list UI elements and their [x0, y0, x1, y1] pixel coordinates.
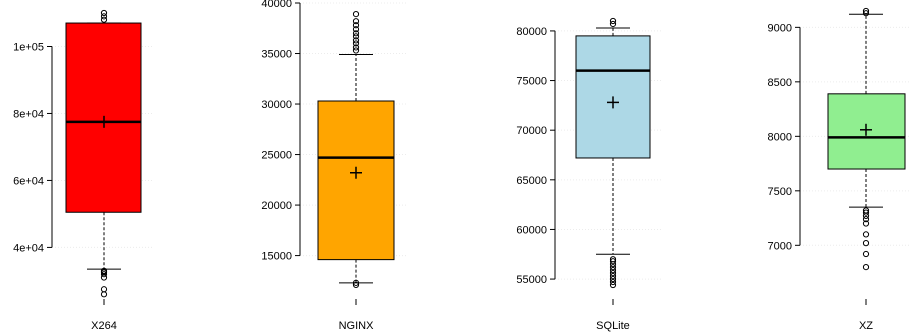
- outlier-point: [100, 9, 108, 17]
- outlier-point: [609, 256, 617, 263]
- outlier-point: [609, 275, 617, 283]
- outlier-point: [862, 10, 870, 17]
- x-category-label: NGINX: [339, 320, 375, 332]
- x-category-label: SQLite: [596, 320, 630, 332]
- y-tick-label: 8500: [768, 77, 792, 89]
- outlier-point: [352, 281, 360, 288]
- y-tick-label: 25000: [261, 150, 292, 162]
- outlier-point: [352, 26, 360, 33]
- y-tick-label: 55000: [516, 274, 547, 286]
- outlier-point: [352, 44, 360, 51]
- outlier-point: [352, 40, 360, 47]
- outlier-point: [100, 286, 108, 293]
- outlier-point: [609, 258, 617, 265]
- outlier-point: [352, 30, 360, 37]
- y-tick-label: 70000: [516, 125, 547, 137]
- outlier-point: [862, 207, 870, 214]
- y-tick-label: 4e+04: [13, 242, 44, 254]
- outlier-point: [609, 17, 617, 25]
- y-tick-label: 20000: [261, 200, 292, 212]
- outlier-point: [100, 16, 108, 23]
- outlier-point: [862, 240, 870, 247]
- outlier-point: [100, 291, 108, 298]
- iqr-box: [317, 100, 395, 261]
- outlier-point: [352, 11, 360, 18]
- y-tick-label: 7500: [768, 186, 792, 198]
- x-category-label: X264: [91, 320, 117, 332]
- y-tick-label: 80000: [516, 26, 547, 38]
- outlier-point: [862, 231, 870, 238]
- y-tick-label: 15000: [261, 251, 292, 263]
- outlier-point: [100, 13, 108, 20]
- y-tick-label: 35000: [261, 49, 292, 61]
- boxplot-panel-xz: 7000 7500 8000 8500 9000 XZ: [768, 7, 910, 332]
- outlier-point: [862, 216, 870, 223]
- y-tick-label: 8e+04: [13, 108, 44, 120]
- y-tick-label: 1e+05: [13, 41, 44, 53]
- y-tick-label: 40000: [261, 0, 292, 10]
- outlier-point: [609, 20, 617, 28]
- outlier-point: [862, 264, 870, 271]
- outlier-point: [862, 250, 870, 258]
- x-category-label: XZ: [859, 320, 873, 332]
- outlier-point: [352, 22, 360, 29]
- outlier-point: [609, 267, 617, 274]
- y-tick-label: 6e+04: [13, 175, 44, 187]
- outlier-point: [352, 18, 360, 25]
- outlier-point: [100, 267, 108, 274]
- boxplot-panel-sqlite: 55000 60000 65000 70000 75000 80000 SQLite: [516, 17, 662, 332]
- boxplot-panel-nginx: 15000 20000 25000 30000 35000 40000 NGINX: [261, 0, 406, 332]
- outlier-point: [862, 220, 870, 227]
- outlier-point: [609, 281, 617, 289]
- y-tick-label: 30000: [261, 99, 292, 111]
- y-tick-label: 60000: [516, 224, 547, 236]
- y-tick-label: 65000: [516, 175, 547, 187]
- outlier-point: [352, 33, 360, 40]
- outlier-point: [862, 7, 870, 15]
- boxplot-panel-x264: 4e+04 6e+04 8e+04 1e+05 X264: [13, 9, 153, 332]
- outlier-point: [352, 37, 360, 44]
- y-tick-label: 9000: [768, 22, 792, 34]
- outlier-point: [352, 47, 360, 54]
- outlier-point: [609, 270, 617, 277]
- outlier-point: [352, 279, 360, 286]
- y-tick-label: 7000: [768, 240, 792, 252]
- outlier-point: [862, 209, 870, 216]
- outlier-point: [609, 278, 617, 286]
- outlier-point: [609, 272, 617, 280]
- y-tick-label: 8000: [768, 131, 792, 143]
- y-tick-label: 75000: [516, 76, 547, 88]
- outlier-point: [609, 264, 617, 271]
